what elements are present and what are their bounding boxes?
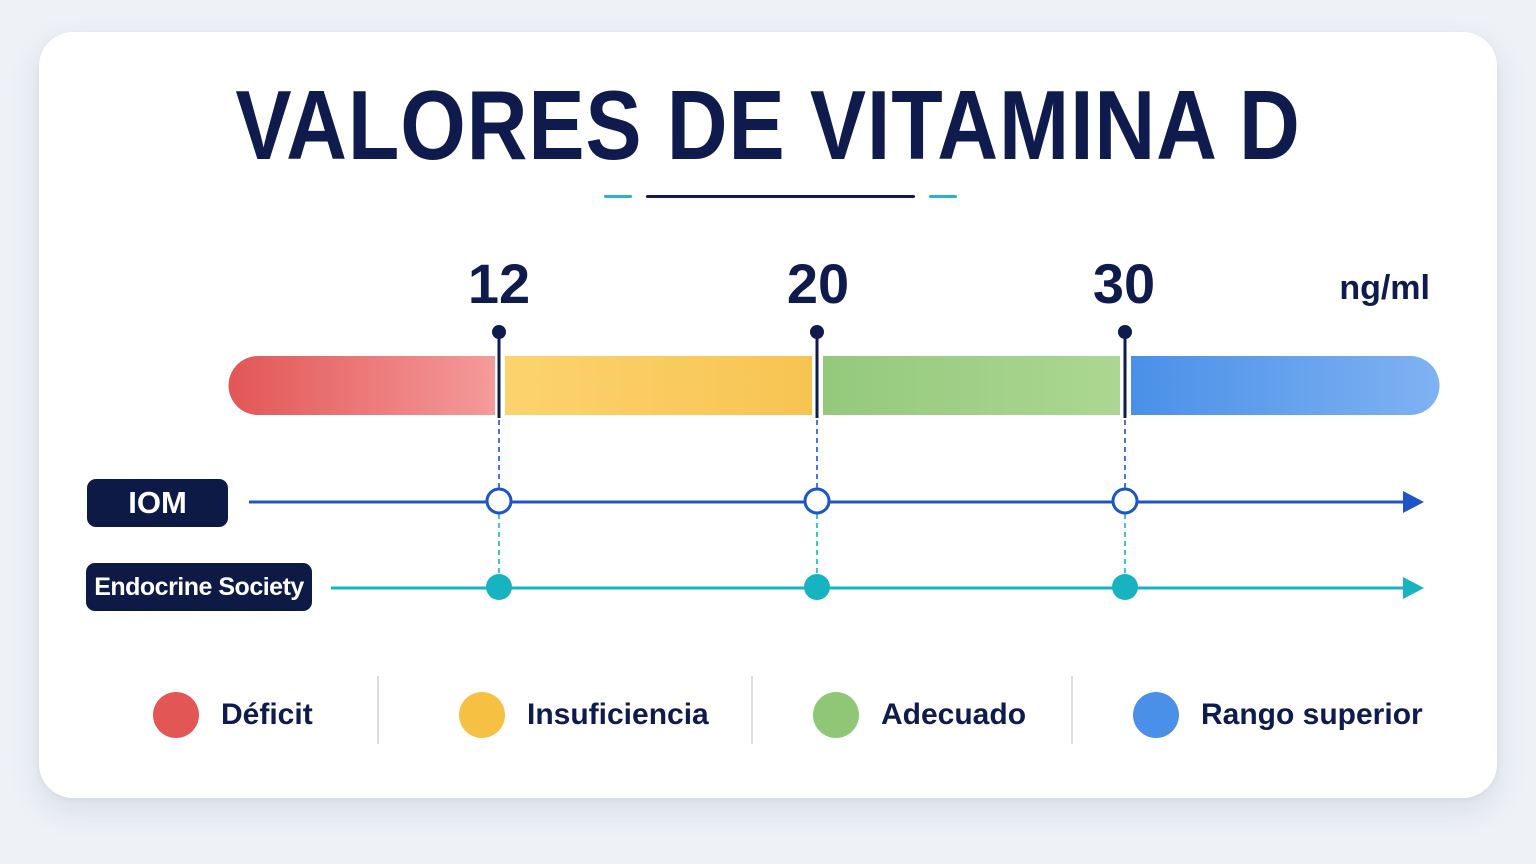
unit-label: ng/ml xyxy=(1339,269,1430,307)
legend-divider xyxy=(1071,676,1073,744)
threshold-label-30: 30 xyxy=(1092,252,1156,315)
endo-marker-12 xyxy=(486,574,512,600)
page-title: VALORES DE VITAMINA D xyxy=(235,70,1301,180)
legend-divider xyxy=(751,676,753,744)
iom-marker-12 xyxy=(485,487,513,515)
legend-item-adecuado: Adecuado xyxy=(813,688,1026,742)
badge-endocrine-society: Endocrine Society xyxy=(86,563,312,611)
bar-segment-insuficiencia xyxy=(505,356,812,415)
endocrine-society-timeline xyxy=(331,574,1424,600)
bar-segment-adecuado xyxy=(823,356,1120,415)
title-underline-right-dash xyxy=(929,195,957,198)
iom-timeline xyxy=(249,487,1424,515)
title-underline xyxy=(646,195,915,198)
endo-marker-20 xyxy=(804,574,830,600)
bar-segment-deficit xyxy=(228,356,495,415)
legend-label: Déficit xyxy=(221,698,313,731)
threshold-marker-12 xyxy=(492,325,506,418)
endo-marker-30 xyxy=(1112,574,1138,600)
badge-iom: IOM xyxy=(87,479,228,527)
legend-label: Rango superior xyxy=(1201,698,1423,731)
iom-marker-20 xyxy=(803,487,831,515)
dashed-guides xyxy=(498,420,1126,576)
legend-dot-blue xyxy=(1133,692,1179,738)
legend-dot-red xyxy=(153,692,199,738)
threshold-label-12: 12 xyxy=(467,252,531,315)
legend-label: Insuficiencia xyxy=(527,698,709,731)
threshold-label-20: 20 xyxy=(786,252,850,315)
legend-item-insuficiencia: Insuficiencia xyxy=(459,688,709,742)
legend-dot-green xyxy=(813,692,859,738)
title-underline-left-dash xyxy=(604,195,632,198)
legend-item-deficit: Déficit xyxy=(153,688,313,742)
threshold-marker-20 xyxy=(810,325,824,418)
iom-marker-30 xyxy=(1111,487,1139,515)
legend-label: Adecuado xyxy=(881,698,1027,731)
legend-item-rango-superior: Rango superior xyxy=(1133,688,1423,742)
legend-dot-yellow xyxy=(459,692,505,738)
threshold-marker-30 xyxy=(1118,325,1132,418)
legend-divider xyxy=(377,676,379,744)
bar-segment-rango-superior xyxy=(1131,356,1440,415)
